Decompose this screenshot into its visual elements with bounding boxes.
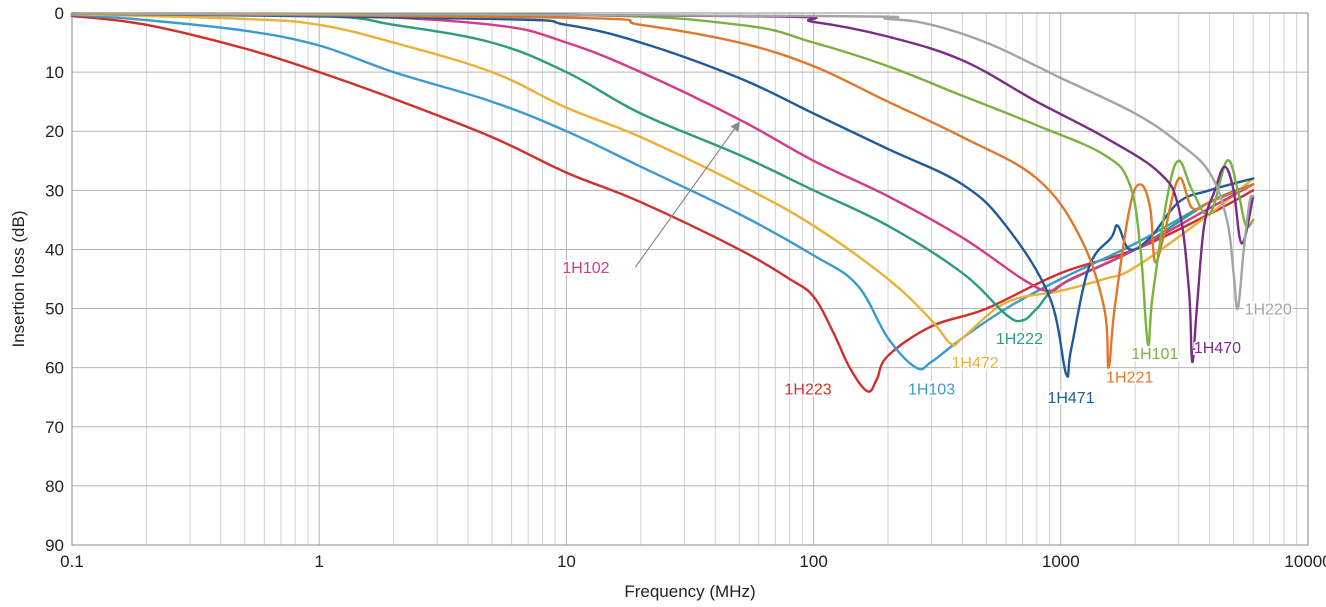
series-line-1h223 [70,14,1255,393]
x-tick-label-10: 10 [557,552,576,571]
series-label-1h471: 1H471 [1047,390,1094,407]
y-tick-label-20: 20 [45,122,64,141]
x-tick-label-0-1: 0.1 [60,552,84,571]
y-tick-label-0: 0 [55,4,64,23]
y-tick-label-60: 60 [45,359,64,378]
plot-area [71,12,1309,546]
series-label-1h223: 1H223 [785,381,832,398]
y-tick-label-80: 80 [45,477,64,496]
series-label-1h470: 1H470 [1194,340,1241,357]
series-label-1h102: 1H102 [562,260,609,277]
grid [71,12,1308,546]
annotation-layer [634,121,740,268]
y-tick-label-10: 10 [45,63,64,82]
series-line-1h222 [70,12,1255,323]
y-tick-label-50: 50 [45,300,64,319]
series-label-1h222: 1H222 [996,331,1043,348]
x-axis-title: Frequency (MHz) [624,582,755,601]
x-tick-label-1000: 1000 [1042,552,1080,571]
series-label-1h221: 1H221 [1106,370,1153,387]
x-tick-label-1: 1 [314,552,323,571]
series-label-1h220: 1H220 [1245,302,1292,319]
y-axis-title: Insertion loss (dB) [9,211,28,348]
x-tick-label-100: 100 [799,552,827,571]
series-label-1h472: 1H472 [951,355,998,372]
series-line-1h472 [70,13,1255,347]
series-line-1h102 [70,12,1255,292]
series-line-1h220 [70,12,1255,311]
series-label-1h103: 1H103 [908,381,955,398]
annotation-arrow-1h102 [634,121,740,268]
y-tick-label-70: 70 [45,418,64,437]
series-line-1h221 [70,12,1255,369]
series-line-1h471 [70,12,1255,378]
y-axis: 0 10 20 30 40 50 60 70 80 90 [45,4,64,555]
series-line-1h101 [70,12,1255,347]
y-tick-label-40: 40 [45,240,64,259]
series-line-1h103 [70,13,1255,371]
y-tick-label-90: 90 [45,536,64,555]
series-layer [70,12,1255,393]
series-line-1h470 [70,12,1255,364]
label-layer: 1H223 1H103 1H472 1H222 1H102 1H471 1H221 1H101… [560,258,1293,409]
series-label-1h101: 1H101 [1131,346,1178,363]
y-tick-label-30: 30 [45,181,64,200]
